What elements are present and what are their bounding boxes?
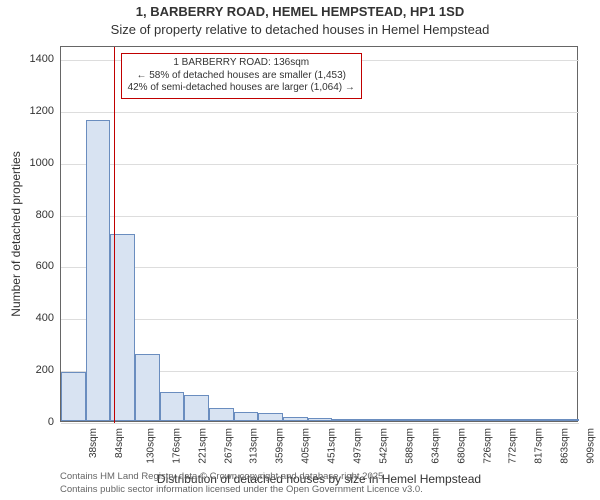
xtick-label: 221sqm xyxy=(197,428,208,464)
histogram-bar xyxy=(382,419,407,421)
histogram-bar xyxy=(530,419,555,421)
histogram-bar xyxy=(357,419,382,421)
histogram-bar xyxy=(332,419,357,421)
attribution-text: Contains HM Land Registry data © Crown c… xyxy=(60,471,423,496)
ytick-label: 200 xyxy=(36,364,54,376)
xtick-label: 588sqm xyxy=(404,428,415,464)
xtick-label: 817sqm xyxy=(534,428,545,464)
histogram-bar xyxy=(431,419,456,421)
histogram-bar xyxy=(135,354,160,421)
xtick-label: 313sqm xyxy=(249,428,260,464)
xtick-label: 772sqm xyxy=(508,428,519,464)
xtick-label: 84sqm xyxy=(114,428,125,458)
histogram-bar xyxy=(184,395,209,421)
chart-container: 1, BARBERRY ROAD, HEMEL HEMPSTEAD, HP1 1… xyxy=(0,0,600,500)
title-line-1: 1, BARBERRY ROAD, HEMEL HEMPSTEAD, HP1 1… xyxy=(0,4,600,19)
ytick-label: 1400 xyxy=(30,53,54,65)
histogram-bar xyxy=(209,408,234,421)
histogram-bar xyxy=(308,418,333,421)
xtick-label: 863sqm xyxy=(560,428,571,464)
xtick-label: 38sqm xyxy=(88,428,99,458)
ytick-label: 400 xyxy=(36,312,54,324)
histogram-bar xyxy=(480,419,505,421)
callout-line: 42% of semi-detached houses are larger (… xyxy=(128,82,355,95)
xtick-label: 680sqm xyxy=(456,428,467,464)
ytick-label: 1000 xyxy=(30,157,54,169)
callout-box: 1 BARBERRY ROAD: 136sqm← 58% of detached… xyxy=(121,53,362,99)
xtick-label: 130sqm xyxy=(145,428,156,464)
xtick-label: 909sqm xyxy=(586,428,597,464)
gridline xyxy=(61,112,579,113)
attribution-line-1: Contains HM Land Registry data © Crown c… xyxy=(60,471,423,483)
histogram-bar xyxy=(61,372,86,421)
callout-line: ← 58% of detached houses are smaller (1,… xyxy=(128,70,355,83)
ytick-label: 1200 xyxy=(30,105,54,117)
histogram-bar xyxy=(505,419,530,421)
gridline xyxy=(61,164,579,165)
ytick-label: 800 xyxy=(36,209,54,221)
histogram-bar xyxy=(258,413,283,421)
gridline xyxy=(61,267,579,268)
gridline xyxy=(61,423,579,424)
xtick-label: 267sqm xyxy=(223,428,234,464)
histogram-bar xyxy=(86,120,111,421)
xtick-label: 176sqm xyxy=(171,428,182,464)
xtick-label: 451sqm xyxy=(327,428,338,464)
xtick-label: 542sqm xyxy=(378,428,389,464)
ytick-label: 600 xyxy=(36,260,54,272)
gridline xyxy=(61,319,579,320)
title-line-2: Size of property relative to detached ho… xyxy=(0,22,600,37)
histogram-bar xyxy=(456,419,481,421)
y-axis-label: Number of detached properties xyxy=(9,151,23,316)
callout-line: 1 BARBERRY ROAD: 136sqm xyxy=(128,57,355,70)
xtick-label: 634sqm xyxy=(430,428,441,464)
xtick-label: 497sqm xyxy=(353,428,364,464)
histogram-bar xyxy=(234,412,259,421)
xtick-label: 405sqm xyxy=(301,428,312,464)
attribution-line-2: Contains public sector information licen… xyxy=(60,484,423,496)
histogram-bar xyxy=(283,417,308,421)
histogram-bar xyxy=(160,392,185,421)
ytick-label: 0 xyxy=(48,416,54,428)
xtick-label: 359sqm xyxy=(275,428,286,464)
xtick-label: 726sqm xyxy=(482,428,493,464)
gridline xyxy=(61,216,579,217)
histogram-chart: Number of detached properties 1 BARBERRY… xyxy=(60,46,578,422)
histogram-bar xyxy=(406,419,431,421)
histogram-bar xyxy=(554,419,579,421)
plot-area: 1 BARBERRY ROAD: 136sqm← 58% of detached… xyxy=(60,46,578,422)
property-marker-line xyxy=(114,47,116,423)
